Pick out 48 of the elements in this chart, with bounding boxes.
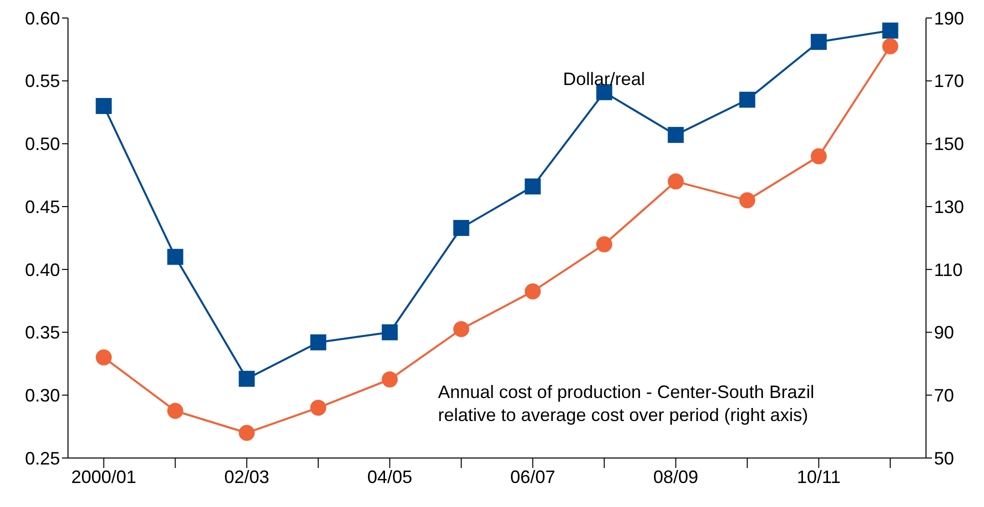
x-tick-label: 06/07: [510, 466, 556, 487]
point: [668, 173, 684, 190]
x-tick-label: 10/11: [796, 466, 841, 487]
point: [453, 321, 470, 338]
y2-tick-label: 50: [934, 448, 954, 468]
y2-tick-label: 70: [934, 386, 954, 406]
x-tick-label: 04/05: [367, 466, 412, 487]
y2-tick-label: 150: [934, 134, 964, 154]
y-tick-label: 0.50: [24, 134, 60, 154]
x-tick-label: 08/09: [653, 466, 698, 487]
y2-tick-label: 90: [934, 322, 954, 343]
y-tick-label: 0.35: [24, 322, 60, 343]
point: [524, 178, 541, 194]
y-tick-label: 0.40: [24, 260, 60, 280]
point: [882, 22, 898, 39]
point: [596, 236, 612, 252]
point: [739, 92, 756, 108]
point: [96, 349, 112, 366]
point: [238, 424, 255, 441]
point: [810, 34, 827, 50]
point: [96, 98, 112, 114]
y-tick-label: 0.30: [24, 386, 60, 406]
x-tick-label: 2000/01: [71, 466, 136, 487]
point: [382, 371, 398, 388]
y2-tick-label: 170: [934, 71, 964, 92]
series-label: Dollar/real: [563, 68, 646, 91]
point: [167, 248, 184, 265]
y2-tick-label: 110: [934, 260, 963, 280]
point: [382, 324, 398, 340]
y-tick-label: 0.25: [24, 448, 60, 468]
y-tick-label: 0.45: [24, 196, 60, 217]
x-tick-label: 02/03: [224, 466, 270, 487]
y-tick-label: 0.55: [24, 71, 60, 92]
point: [453, 220, 470, 236]
point: [238, 370, 255, 387]
y-tick-label: 0.60: [24, 8, 60, 28]
point: [310, 400, 326, 416]
point: [882, 38, 898, 54]
point: [739, 192, 756, 208]
point: [310, 334, 326, 350]
y2-tick-label: 130: [934, 196, 964, 217]
point: [596, 84, 612, 100]
point: [524, 283, 541, 300]
series-label: Annual cost of production - Center-South Brazil relative to average cost over period (right axis): [438, 381, 814, 427]
point: [810, 148, 827, 164]
point: [668, 126, 684, 143]
point: [167, 402, 184, 419]
y2-tick-label: 190: [934, 8, 964, 28]
